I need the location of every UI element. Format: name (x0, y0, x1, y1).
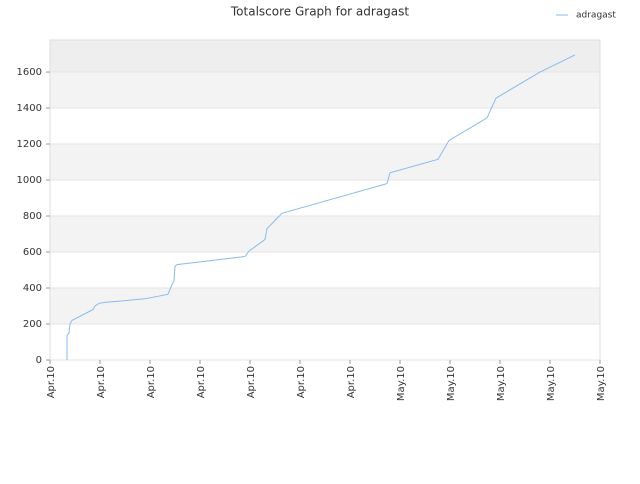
x-tick-label: Apr.10 (146, 366, 157, 398)
band (50, 72, 600, 109)
band (50, 216, 600, 253)
x-tick-label: May.10 (546, 366, 557, 401)
y-tick-label: 200 (23, 319, 42, 330)
band (50, 288, 600, 325)
band (50, 324, 600, 360)
x-tick-label: May.10 (496, 366, 507, 401)
band (50, 108, 600, 145)
legend-label: adragast (576, 11, 616, 21)
band (50, 180, 600, 217)
y-tick-label: 1400 (17, 103, 42, 114)
x-tick-label: Apr.10 (346, 366, 357, 398)
y-tick-label: 1200 (17, 139, 42, 150)
y-tick-label: 600 (23, 247, 42, 258)
x-tick-label: Apr.10 (96, 366, 107, 398)
band (50, 252, 600, 289)
chart-title: Totalscore Graph for adragast (230, 5, 410, 19)
x-tick-label: Apr.10 (246, 366, 257, 398)
y-tick-label: 0 (36, 355, 42, 366)
line (66, 54, 576, 360)
x-tick-label: Apr.10 (46, 366, 57, 398)
plot-background (50, 40, 600, 360)
band (50, 40, 600, 73)
y-tick-label: 400 (23, 283, 42, 294)
y-tick-label: 800 (23, 211, 42, 222)
y-tick-label: 1000 (17, 175, 42, 186)
x-tick-label: May.10 (396, 366, 407, 401)
y-tick-label: 1600 (17, 67, 42, 78)
x-tick-label: May.10 (596, 366, 607, 401)
x-tick-label: May.10 (446, 366, 457, 401)
x-tick-label: Apr.10 (196, 366, 207, 398)
x-tick-label: Apr.10 (296, 366, 307, 398)
band (50, 144, 600, 181)
